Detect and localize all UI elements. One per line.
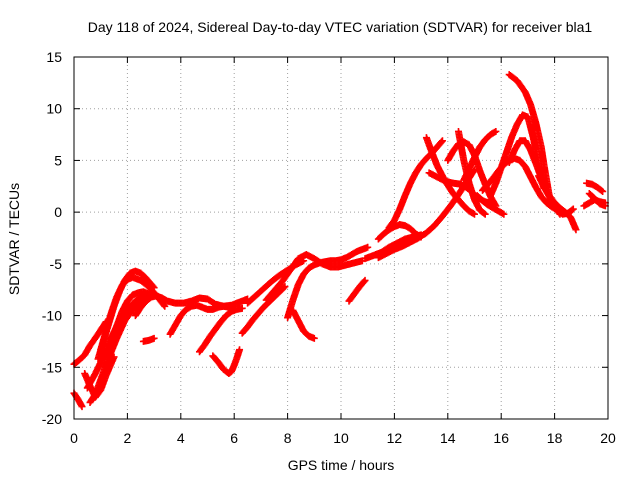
x-tick-label: 6 (230, 430, 238, 446)
series-arc29 (473, 192, 508, 218)
x-tick-label: 8 (284, 430, 292, 446)
x-tick-label: 12 (387, 430, 403, 446)
series-arc08 (102, 288, 153, 360)
chart-title: Day 118 of 2024, Sidereal Day-to-day VTE… (88, 19, 593, 35)
y-tick-label: 0 (54, 204, 62, 220)
data-point (598, 187, 606, 195)
series-arc35 (548, 200, 577, 218)
data-point (471, 210, 478, 218)
data-point (150, 334, 158, 342)
series-arc36 (583, 179, 607, 195)
data-point (438, 137, 446, 145)
series-arc21 (374, 221, 425, 243)
data-point (492, 127, 500, 135)
x-tick-label: 4 (177, 430, 185, 446)
series-arc13 (209, 346, 244, 377)
y-tick-label: 15 (46, 49, 62, 65)
data-point (572, 226, 580, 234)
data-point (238, 304, 246, 312)
y-axis-label: SDTVAR / TECUs (6, 183, 22, 295)
data-point (569, 205, 577, 213)
series-arc07 (97, 273, 169, 354)
x-tick-label: 0 (70, 430, 78, 446)
data-point (480, 209, 488, 217)
data-point (361, 276, 369, 284)
x-tick-label: 2 (124, 430, 132, 446)
data-point (78, 403, 86, 411)
data-point (438, 138, 446, 146)
y-tick-label: -15 (42, 359, 62, 375)
axis-ticks: 0 2 4 6 8 10 12 14 16 18 20 -20 -15 -10 -5 0 5 10 15 (42, 49, 616, 446)
data-point (599, 187, 607, 195)
data-marks (70, 71, 609, 411)
series-arc12 (195, 304, 246, 356)
data-point (568, 206, 576, 214)
series-arc02 (70, 389, 86, 411)
series-arc28 (460, 127, 500, 184)
y-tick-label: -20 (42, 411, 62, 427)
series-arc18 (289, 306, 318, 342)
grid (74, 57, 608, 419)
series-arc22 (385, 137, 446, 232)
series-arc10 (139, 334, 158, 345)
data-point (160, 301, 168, 309)
data-point (470, 167, 478, 175)
data-point (236, 346, 244, 354)
data-point (280, 284, 288, 292)
y-tick-label: -10 (42, 308, 62, 324)
y-tick-label: 5 (54, 152, 62, 168)
data-point (161, 302, 169, 310)
x-axis-label: GPS time / hours (288, 457, 395, 473)
x-tick-label: 14 (440, 430, 456, 446)
data-point (500, 210, 508, 218)
x-tick-label: 20 (600, 430, 616, 446)
data-point (481, 210, 489, 218)
data-point (310, 334, 318, 342)
data-point (360, 277, 368, 285)
y-tick-label: -5 (50, 256, 63, 272)
x-tick-label: 10 (333, 430, 349, 446)
y-tick-label: 10 (46, 101, 62, 117)
x-tick-label: 18 (547, 430, 563, 446)
data-point (364, 243, 372, 251)
data-point (281, 283, 289, 291)
series-arc19 (345, 276, 369, 305)
x-tick-label: 16 (493, 430, 509, 446)
